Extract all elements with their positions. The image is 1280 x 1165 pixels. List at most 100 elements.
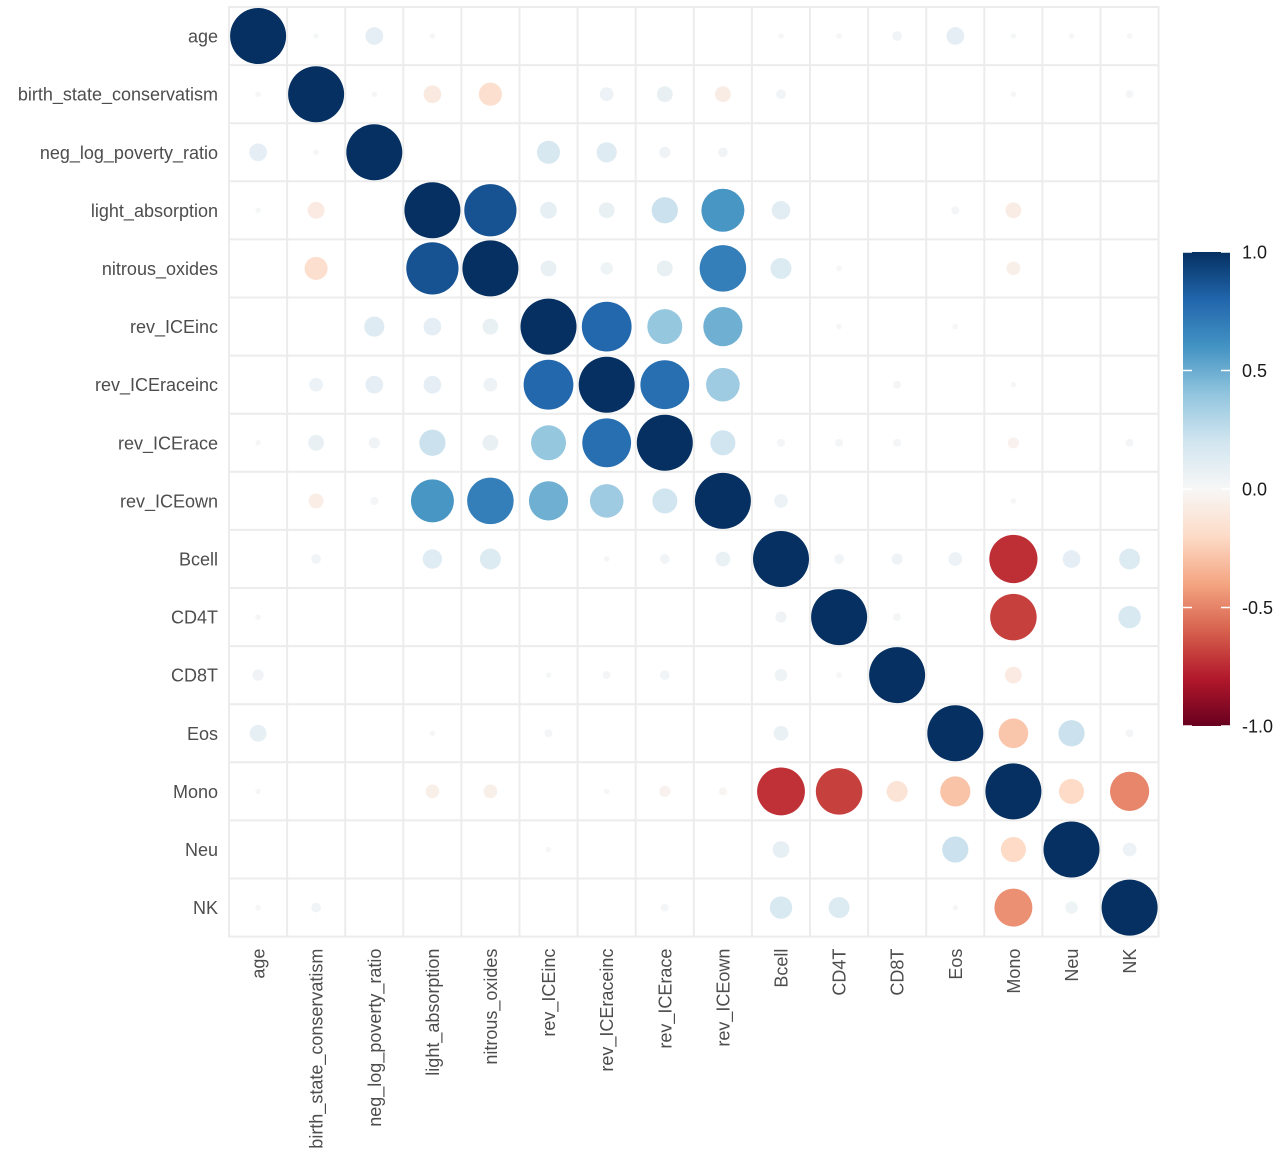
colorbar-tick-label: -0.5 [1242,598,1273,618]
correlation-circle [252,669,264,681]
correlation-circle [581,301,632,352]
row-label: rev_ICEraceinc [95,375,218,396]
row-label: neg_log_poverty_ratio [40,143,218,164]
row-label: rev_ICEown [120,491,218,512]
correlation-circle [985,763,1042,820]
correlation-circle [483,784,498,799]
correlation-circle [703,307,743,347]
correlation-circle [656,86,673,103]
correlation-circle [990,593,1037,641]
correlation-circle [249,724,267,742]
row-label: Eos [187,724,218,744]
correlation-circle [479,548,501,570]
correlation-circle [523,359,574,410]
correlation-circle [1058,778,1085,804]
correlation-circle [771,201,791,220]
correlation-circle [423,375,442,394]
correlation-circle [255,440,261,446]
correlation-circle [659,785,671,798]
correlation-circle [1125,90,1134,99]
correlation-circle [1006,261,1021,276]
correlation-circle [540,201,557,219]
correlation-circle [603,788,610,795]
correlation-circle [596,142,617,163]
correlation-circle [429,33,436,39]
correlation-circle [462,240,519,297]
correlation-circle [652,488,678,514]
correlation-circle [640,360,690,410]
correlation-circle [770,257,792,279]
correlation-circle [774,494,788,508]
correlation-circle [419,429,446,456]
correlation-circle [600,262,613,275]
column-label: rev_ICEraceinc [597,949,618,1072]
correlation-circle [230,8,287,64]
correlation-circle [1062,550,1081,568]
column-label: Mono [1004,949,1024,994]
correlation-circle [540,260,557,277]
correlation-circle [467,477,514,525]
correlation-circle [946,27,965,45]
correlation-circle [699,245,747,292]
correlation-circle [482,318,499,335]
column-label: Bcell [772,949,792,988]
correlation-circle [1010,498,1017,504]
correlation-circle [578,356,635,413]
column-label: age [249,949,269,979]
correlation-circle [893,438,902,447]
row-label: rev_ICErace [118,433,218,454]
correlation-circle [429,730,436,737]
column-label: neg_log_poverty_ratio [365,949,386,1127]
correlation-circle [1101,879,1158,936]
row-label: CD4T [171,608,218,628]
correlation-circle [307,201,325,219]
correlation-circle [775,611,787,623]
column-label: CD8T [888,949,908,996]
column-label: Eos [946,949,966,980]
correlation-circle [304,256,328,280]
row-labels: age birth_state_conservatism neg_log_pover… [18,27,218,919]
correlation-circle [1125,729,1134,738]
correlation-circle [1010,381,1017,388]
correlation-circle [815,768,863,815]
correlation-circle [520,298,577,355]
correlation-circle [423,85,442,104]
correlation-circle [647,309,683,345]
correlation-circle [836,323,842,330]
correlation-circle [464,184,517,237]
correlation-circle [368,437,380,449]
row-label: NK [193,898,218,918]
correlation-circle [893,380,902,389]
correlation-circle [951,206,960,215]
correlation-circle [288,66,345,123]
row-label: nitrous_oxides [102,259,218,280]
correlation-circle [715,551,731,567]
correlation-circle [1010,91,1017,97]
correlation-circle [478,82,502,106]
correlation-circle [769,896,793,919]
correlation-circle [482,434,499,451]
column-label: CD4T [830,949,850,996]
correlation-circle [346,124,403,181]
correlation-circle [255,904,261,911]
correlation-circle [582,418,632,468]
correlation-circle [371,91,378,97]
correlation-circle [773,725,789,741]
correlation-circle [989,534,1038,584]
correlation-circle [308,434,325,451]
row-label: rev_ICEinc [130,317,218,338]
correlation-circle [1043,821,1100,878]
correlation-circle [410,479,454,523]
correlation-circle [1005,202,1022,219]
correlation-circle [1000,836,1026,863]
correlation-circle [659,554,670,564]
colorbar-tick-label: 1.0 [1242,243,1267,263]
correlation-circle [364,316,385,337]
correlation-circle [1122,842,1137,857]
correlation-circle [603,556,610,562]
correlation-circle [952,904,959,911]
correlation-circle [942,836,969,863]
correlation-circle [892,31,902,41]
column-label: birth_state_conservatism [307,949,328,1149]
correlation-circles [230,8,1158,936]
